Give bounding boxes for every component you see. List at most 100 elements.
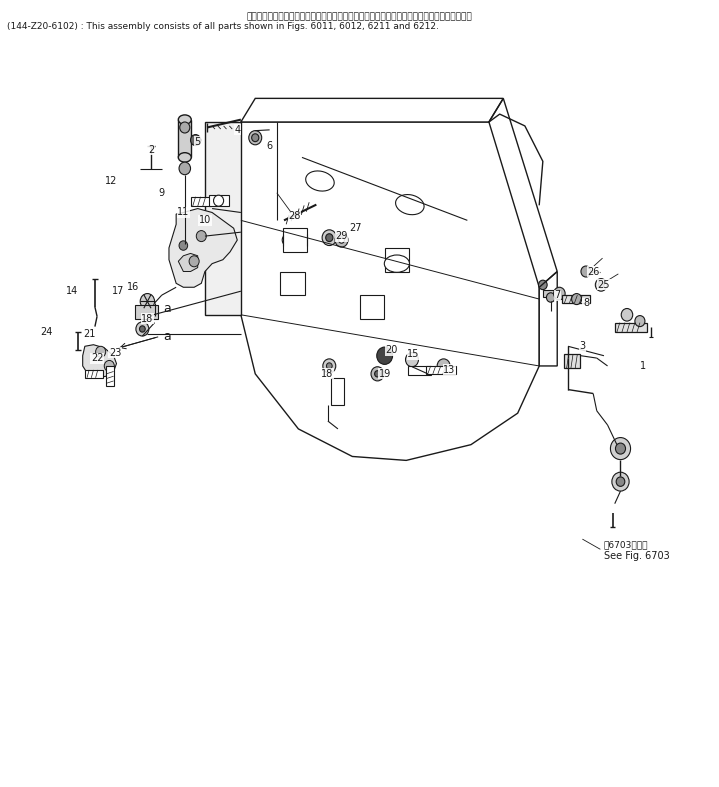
Circle shape <box>595 279 607 291</box>
Ellipse shape <box>178 115 191 124</box>
Text: 11: 11 <box>177 208 190 217</box>
Text: 12: 12 <box>105 176 118 186</box>
Bar <box>106 366 114 386</box>
Text: 第6703図参照: 第6703図参照 <box>604 540 649 549</box>
Bar <box>280 272 305 295</box>
Text: 7: 7 <box>554 290 560 300</box>
Circle shape <box>371 367 384 381</box>
Bar <box>564 354 580 368</box>
Circle shape <box>581 266 591 277</box>
Circle shape <box>635 316 645 327</box>
Circle shape <box>179 241 188 250</box>
Circle shape <box>322 230 336 246</box>
Circle shape <box>196 231 206 242</box>
Text: 18: 18 <box>321 369 334 379</box>
Circle shape <box>96 346 106 357</box>
Circle shape <box>621 309 633 321</box>
Text: a: a <box>163 331 170 343</box>
Polygon shape <box>241 98 503 122</box>
Text: 17: 17 <box>112 286 125 296</box>
Bar <box>191 197 211 206</box>
Circle shape <box>375 371 380 377</box>
Circle shape <box>252 134 259 142</box>
Polygon shape <box>205 122 241 315</box>
Text: 5: 5 <box>195 137 201 146</box>
Circle shape <box>612 472 629 491</box>
Bar <box>408 366 431 375</box>
Circle shape <box>615 443 626 454</box>
Bar <box>178 120 191 157</box>
Circle shape <box>554 287 565 300</box>
Ellipse shape <box>191 135 200 145</box>
Text: 20: 20 <box>385 345 398 355</box>
Circle shape <box>437 359 450 373</box>
Text: 25: 25 <box>597 280 610 290</box>
Bar <box>85 370 103 378</box>
Text: 9: 9 <box>159 188 165 198</box>
Circle shape <box>616 477 625 486</box>
Circle shape <box>598 282 604 288</box>
Bar <box>426 366 456 374</box>
Circle shape <box>136 308 142 314</box>
Ellipse shape <box>306 171 334 191</box>
Text: 3: 3 <box>580 342 585 351</box>
Text: 23: 23 <box>109 348 122 357</box>
Bar <box>331 378 344 405</box>
Text: 1: 1 <box>641 361 646 371</box>
Text: 4: 4 <box>234 125 240 135</box>
Polygon shape <box>178 253 198 272</box>
Text: 16: 16 <box>127 283 139 292</box>
Polygon shape <box>169 209 237 287</box>
Polygon shape <box>241 122 539 460</box>
Circle shape <box>147 308 153 314</box>
Circle shape <box>104 360 114 371</box>
Circle shape <box>249 131 262 145</box>
Text: 8: 8 <box>583 298 589 308</box>
Text: 13: 13 <box>443 365 456 375</box>
Circle shape <box>572 294 582 305</box>
Bar <box>283 228 307 252</box>
Circle shape <box>335 233 348 247</box>
Ellipse shape <box>178 153 191 162</box>
Polygon shape <box>83 345 116 378</box>
Text: 21: 21 <box>83 330 96 339</box>
Circle shape <box>140 294 155 309</box>
Text: このアセンブリの構成部品は第６０１１、６０１２、６２１１および第６２１２図を含みます: このアセンブリの構成部品は第６０１１、６０１２、６２１１および第６２１２図を含み… <box>247 13 472 21</box>
Text: 2: 2 <box>148 145 154 154</box>
Bar <box>385 248 409 272</box>
Ellipse shape <box>395 194 424 215</box>
Circle shape <box>189 256 199 267</box>
Bar <box>543 290 559 297</box>
Bar <box>360 295 384 319</box>
Text: See Fig. 6703: See Fig. 6703 <box>604 551 669 560</box>
Text: 18: 18 <box>141 314 154 323</box>
Ellipse shape <box>385 255 410 272</box>
Circle shape <box>142 308 147 314</box>
Bar <box>135 305 158 319</box>
Ellipse shape <box>180 122 190 133</box>
Circle shape <box>406 353 418 367</box>
Text: 19: 19 <box>378 369 391 379</box>
Circle shape <box>326 363 332 369</box>
Text: 27: 27 <box>349 224 362 233</box>
Bar <box>562 295 590 303</box>
Circle shape <box>610 438 631 460</box>
Circle shape <box>539 280 547 290</box>
Circle shape <box>546 293 555 302</box>
Text: a: a <box>164 302 171 315</box>
Bar <box>209 195 229 206</box>
Text: (144-Z20-6102) : This assembly consists of all parts shown in Figs. 6011, 6012, : (144-Z20-6102) : This assembly consists … <box>7 22 439 31</box>
Bar <box>615 323 647 332</box>
Ellipse shape <box>214 195 224 206</box>
Text: 28: 28 <box>288 212 301 221</box>
Text: 10: 10 <box>198 216 211 225</box>
Circle shape <box>179 162 191 175</box>
Text: 14: 14 <box>65 286 78 296</box>
Circle shape <box>136 322 149 336</box>
Text: 24: 24 <box>40 327 53 337</box>
Circle shape <box>326 234 333 242</box>
Text: 29: 29 <box>335 231 348 241</box>
Circle shape <box>139 326 145 332</box>
Circle shape <box>191 135 201 146</box>
Circle shape <box>339 237 344 243</box>
